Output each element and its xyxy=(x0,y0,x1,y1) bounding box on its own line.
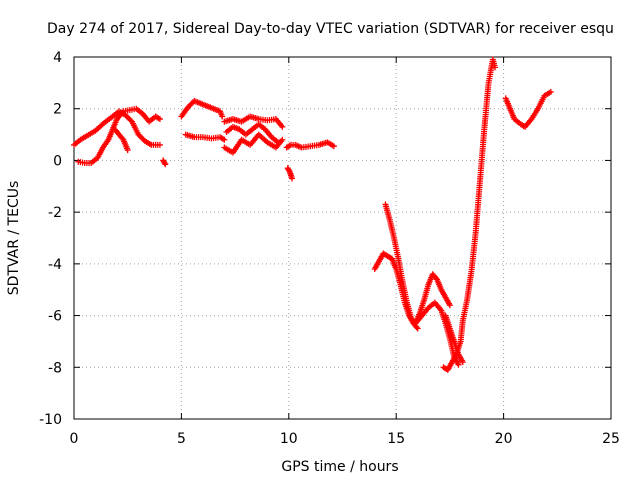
y-tick-label: -6 xyxy=(48,309,62,325)
data-point xyxy=(279,136,286,143)
data-point xyxy=(119,135,126,142)
x-tick-label: 20 xyxy=(495,431,513,447)
data-point xyxy=(156,141,163,148)
data-point xyxy=(162,161,169,168)
data-point xyxy=(446,302,453,309)
y-tick-label: 4 xyxy=(53,50,62,66)
grid xyxy=(74,57,611,419)
y-axis-label: SDTVAR / TECUs xyxy=(6,181,22,296)
data-point xyxy=(432,275,439,282)
data-point xyxy=(414,325,421,332)
data-point xyxy=(330,143,337,150)
y-tick-label: -4 xyxy=(48,257,62,273)
data-point xyxy=(156,116,163,123)
data-point xyxy=(161,160,168,167)
x-tick-label: 0 xyxy=(70,431,79,447)
x-tick-label: 25 xyxy=(602,431,620,447)
y-tick-labels: -10 -8 -6 -4 -2 0 2 4 xyxy=(39,50,62,428)
data-point xyxy=(413,324,420,331)
chart-title: Day 274 of 2017, Sidereal Day-to-day VTE… xyxy=(47,21,614,37)
data-point xyxy=(459,359,466,366)
data-point xyxy=(289,175,296,182)
x-tick-labels: 0 5 10 15 20 25 xyxy=(70,431,620,447)
y-tick-label: -10 xyxy=(39,412,62,428)
data-point xyxy=(547,88,554,95)
data-point xyxy=(286,167,293,174)
y-tick-label: -8 xyxy=(48,360,62,376)
data-point xyxy=(124,147,131,154)
x-tick-label: 5 xyxy=(177,431,186,447)
data-series xyxy=(71,56,554,373)
axis-ticks xyxy=(73,56,612,420)
data-point xyxy=(455,361,462,368)
y-tick-label: -2 xyxy=(48,205,62,221)
data-point xyxy=(279,123,286,130)
data-point xyxy=(275,139,282,146)
x-axis-label: GPS time / hours xyxy=(281,459,398,475)
plot-frame xyxy=(73,56,612,420)
x-tick-label: 10 xyxy=(280,431,298,447)
y-tick-label: 0 xyxy=(53,153,62,169)
data-point xyxy=(127,117,134,124)
y-tick-label: 2 xyxy=(53,102,62,118)
x-tick-label: 15 xyxy=(387,431,405,447)
data-point xyxy=(492,64,499,71)
data-point xyxy=(221,136,228,143)
data-point xyxy=(219,113,226,120)
